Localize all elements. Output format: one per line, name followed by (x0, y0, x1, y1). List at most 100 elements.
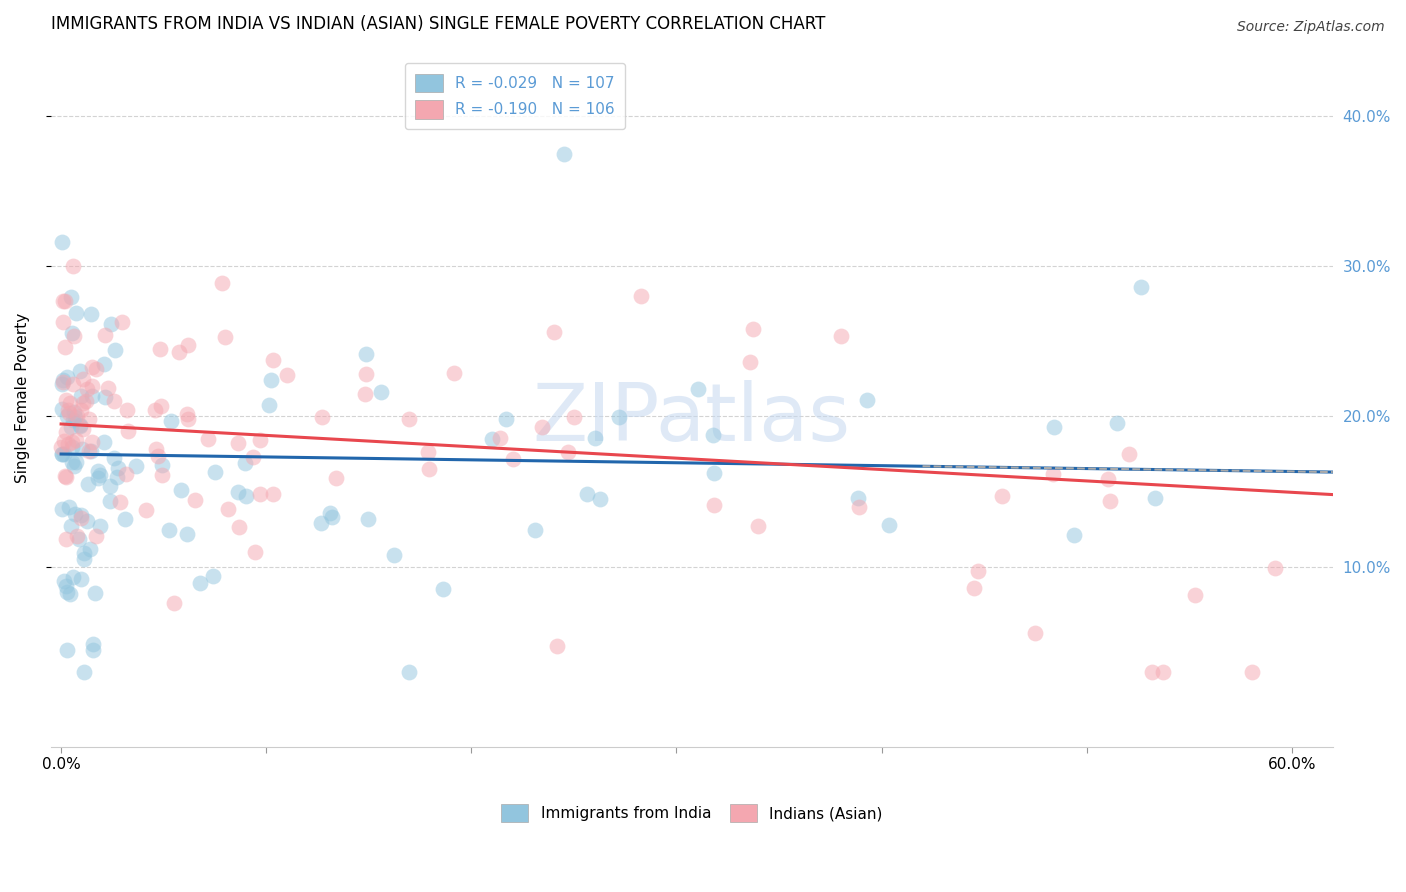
Point (63, 405, 86, 419)
Point (60, 326, 83, 340)
Point (80, 378, 103, 392)
Point (53, 468, 76, 483)
Point (523, 523, 546, 537)
Point (149, 400, 172, 414)
Point (63, 329, 86, 343)
Point (188, 575, 211, 590)
Point (150, 458, 173, 472)
Point (197, 432, 219, 446)
Point (53, 447, 76, 461)
Point (51, 235, 73, 250)
Point (157, 523, 180, 537)
Point (145, 442, 167, 456)
Point (115, 467, 138, 482)
Point (65, 306, 87, 320)
Point (55, 579, 77, 593)
Point (70, 442, 93, 457)
Text: IMMIGRANTS FROM INDIA VS INDIAN (ASIAN) SINGLE FEMALE POVERTY CORRELATION CHART: IMMIGRANTS FROM INDIA VS INDIAN (ASIAN) … (51, 15, 825, 33)
Point (991, 489, 1014, 503)
Point (82, 643, 104, 657)
Point (51, 376, 73, 390)
Point (311, 409, 333, 424)
Point (262, 352, 284, 367)
Point (150, 468, 173, 483)
Point (56, 409, 79, 423)
Point (104, 343, 127, 358)
Point (77, 444, 100, 458)
Point (879, 517, 901, 532)
Point (245, 545, 267, 559)
Point (93, 434, 115, 449)
Point (318, 506, 340, 520)
Point (65, 410, 87, 425)
Point (76, 382, 98, 396)
Point (87, 470, 110, 484)
Point (249, 433, 271, 447)
Point (531, 419, 554, 434)
Point (226, 485, 249, 500)
Point (100, 317, 122, 331)
Point (176, 407, 198, 421)
Point (703, 498, 725, 512)
Point (249, 487, 271, 501)
Point (56, 585, 79, 599)
Point (58, 500, 80, 514)
Point (370, 385, 392, 400)
Point (80, 307, 103, 321)
Point (80, 443, 103, 458)
Point (69, 572, 91, 586)
Point (218, 501, 240, 516)
Point (703, 467, 725, 481)
Point (432, 582, 454, 596)
Point (607, 409, 630, 424)
Point (111, 315, 134, 329)
Point (418, 462, 440, 476)
Point (56, 643, 79, 657)
Point (146, 449, 169, 463)
Point (357, 511, 380, 525)
Point (115, 403, 138, 417)
Point (135, 502, 157, 516)
Point (62, 570, 84, 584)
Point (60, 441, 83, 455)
Point (69, 417, 91, 432)
Point (86, 529, 108, 543)
Point (55, 425, 77, 439)
Point (967, 564, 990, 578)
Point (257, 398, 280, 412)
Point (72, 372, 94, 386)
Point (576, 487, 599, 501)
Point (53, 340, 76, 354)
Point (105, 470, 128, 484)
Point (398, 411, 420, 425)
Point (1097, 473, 1119, 487)
Point (59, 420, 82, 434)
Point (170, 483, 193, 498)
Point (65, 507, 87, 521)
Point (94, 390, 117, 404)
Point (276, 368, 298, 382)
Point (76, 515, 98, 529)
Point (211, 276, 233, 290)
Point (1129, 279, 1152, 293)
Point (51, 376, 73, 391)
Point (70, 510, 93, 524)
Point (354, 367, 377, 381)
Point (830, 328, 852, 343)
Point (543, 325, 565, 339)
Point (51, 440, 73, 454)
Point (321, 510, 343, 524)
Point (65, 529, 87, 543)
Point (553, 146, 575, 161)
Point (740, 355, 762, 369)
Point (69, 508, 91, 522)
Point (630, 289, 652, 303)
Point (226, 435, 249, 450)
Point (98, 479, 121, 493)
Point (97, 381, 120, 395)
Point (160, 414, 183, 428)
Point (848, 500, 870, 514)
Point (201, 568, 224, 582)
Point (564, 410, 586, 425)
Point (143, 403, 166, 417)
